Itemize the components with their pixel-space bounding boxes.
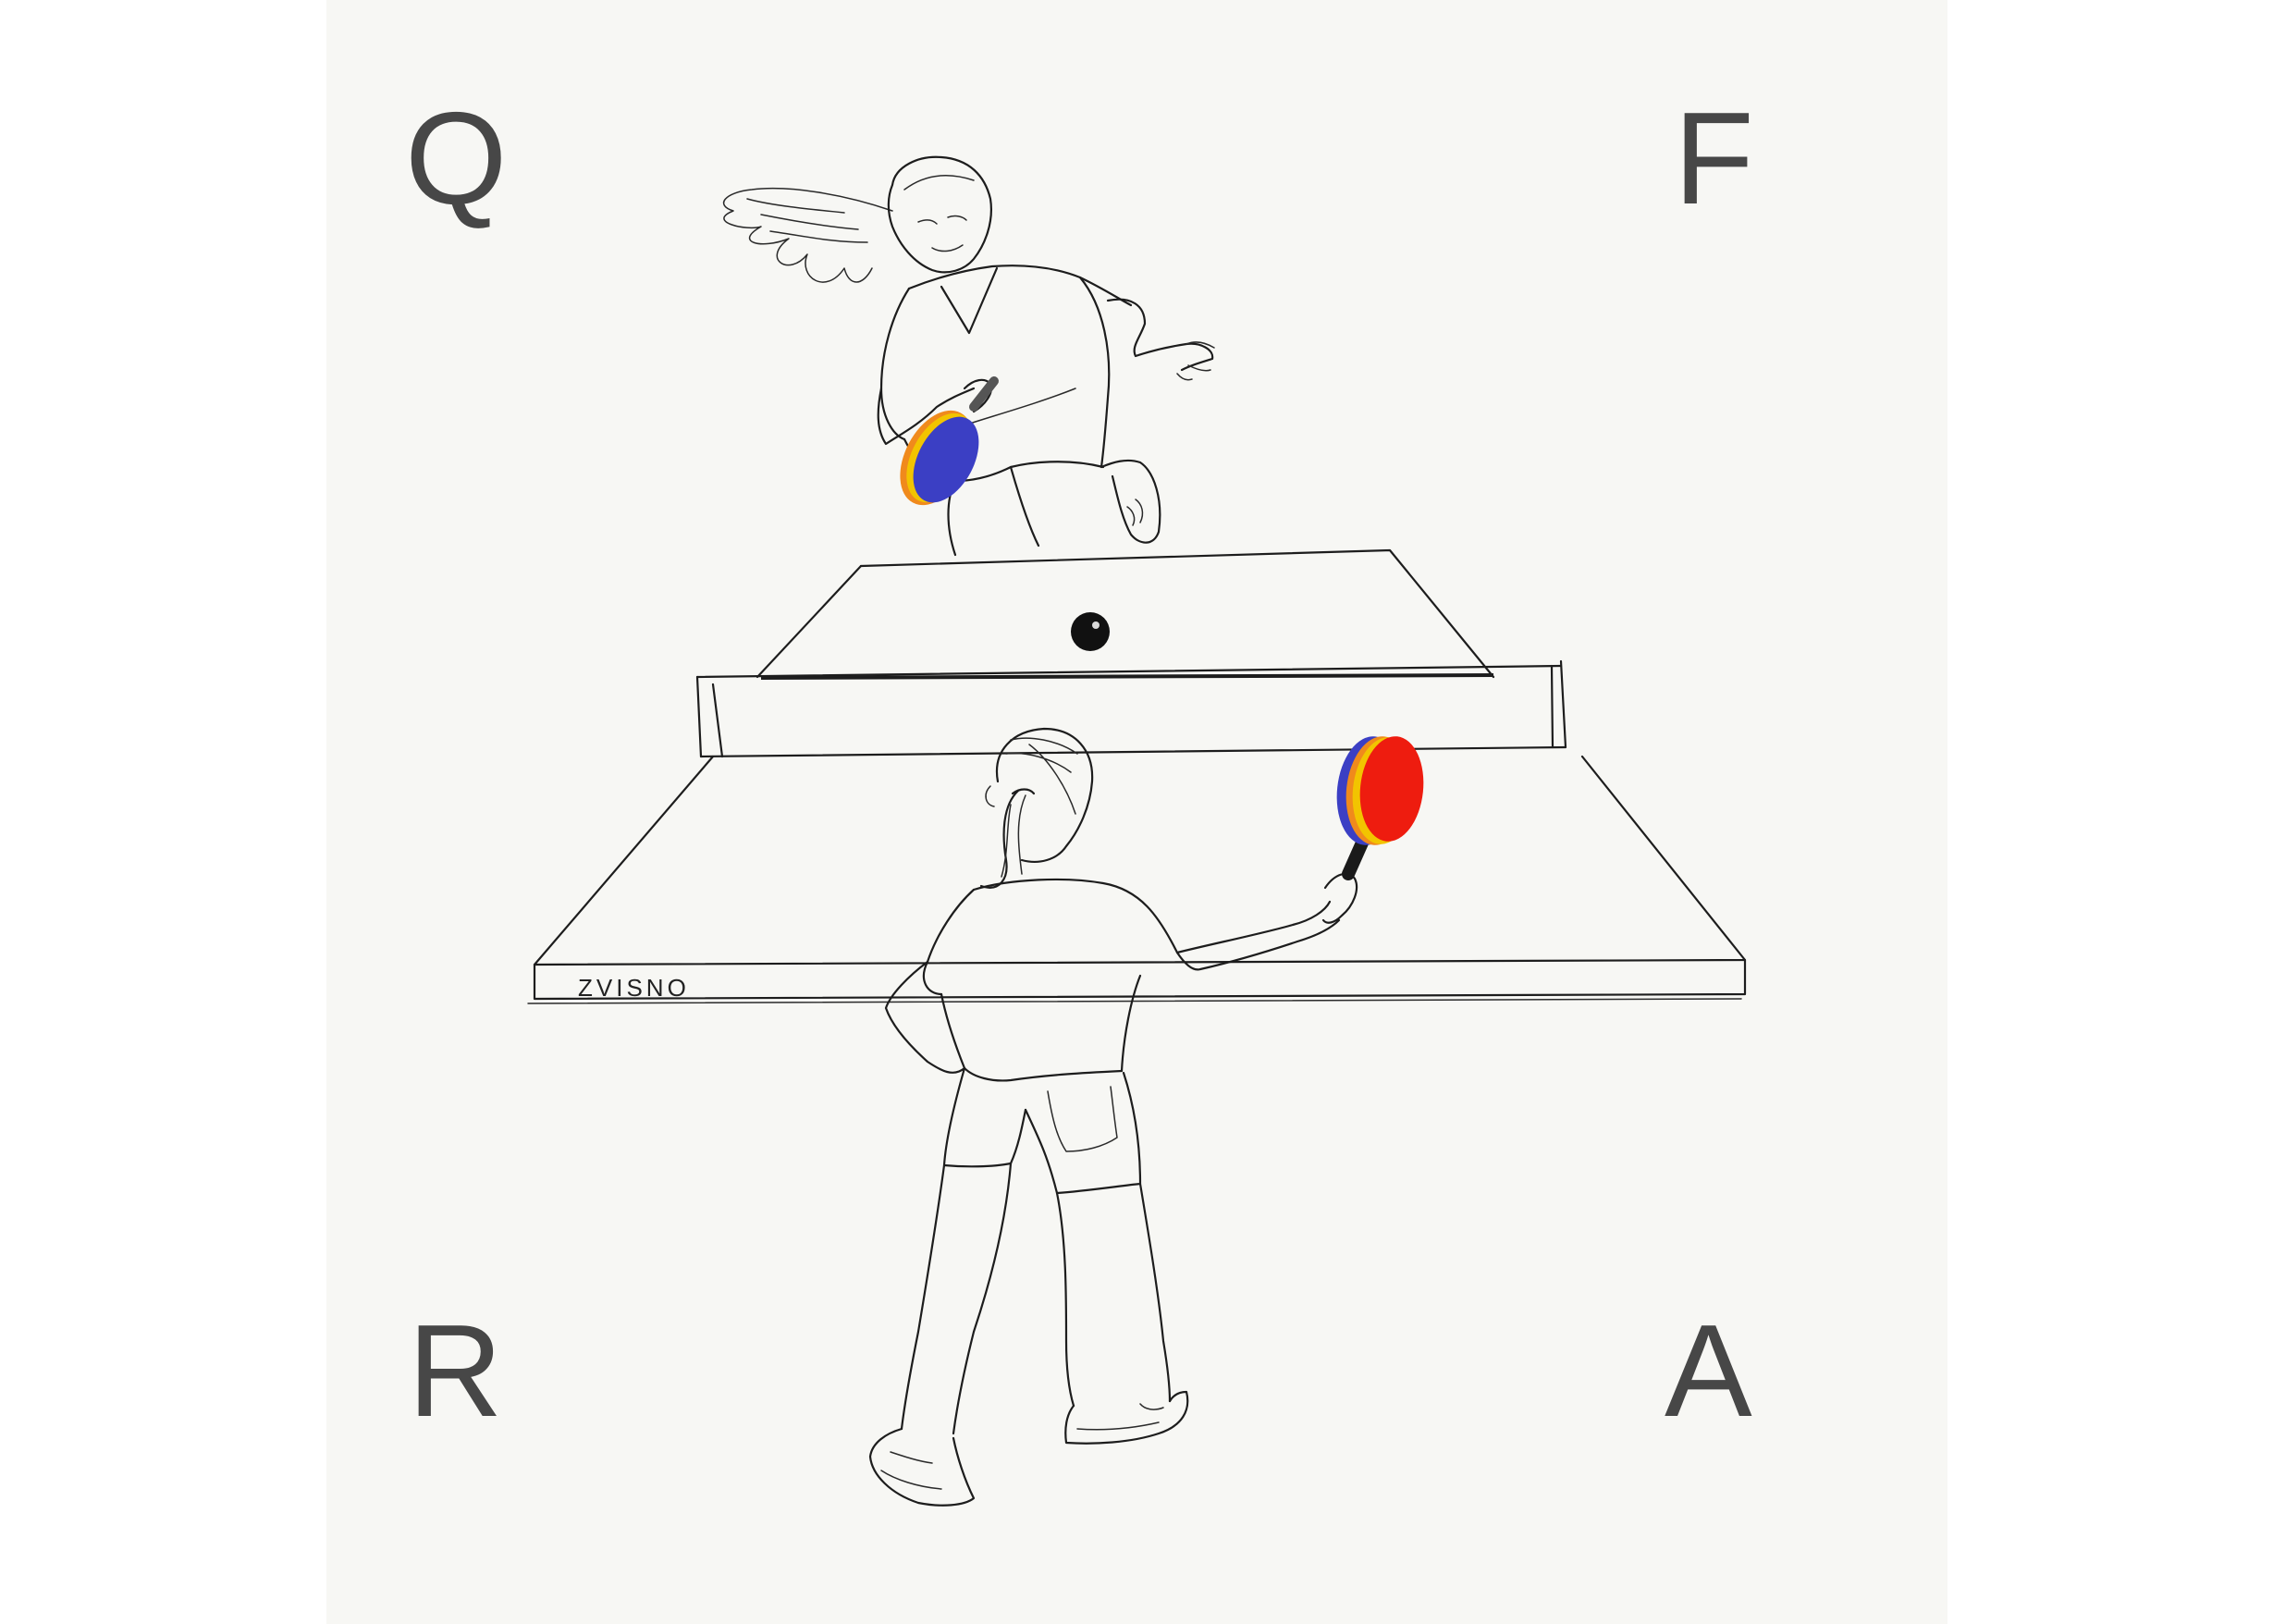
near-player-right-arm-top bbox=[1175, 900, 1332, 954]
far-player-hair-strands bbox=[746, 198, 868, 243]
far-player-collar bbox=[940, 266, 999, 335]
table-brand-label: ZVISNO bbox=[578, 974, 690, 1002]
near-player-shorts-right bbox=[1024, 1071, 1142, 1195]
ping-pong-table: ZVISNO bbox=[527, 548, 1747, 1004]
far-player-ponytail bbox=[722, 187, 893, 283]
far-player-torso-right bbox=[1078, 276, 1111, 469]
near-player-shirt-right-side bbox=[1120, 974, 1142, 1073]
far-player-torso-left bbox=[879, 287, 911, 441]
near-player-ponytail-strands bbox=[1001, 794, 1026, 878]
far-player-face bbox=[903, 175, 975, 252]
near-player-right-leg-inner bbox=[1055, 1191, 1075, 1408]
far-player-right-fingers bbox=[1176, 341, 1215, 381]
near-player-right-leg-outer bbox=[1138, 1182, 1172, 1403]
near-player-hair bbox=[1005, 737, 1078, 815]
far-player-left-arm bbox=[877, 387, 976, 446]
far-player-shoe-laces bbox=[1126, 498, 1144, 526]
near-player-left-shoe bbox=[868, 1427, 976, 1507]
far-player-head bbox=[887, 155, 992, 274]
table-near-half-front bbox=[533, 958, 1747, 1001]
near-player-left-leg-inner bbox=[952, 1162, 1013, 1435]
near-player-shirt-hem bbox=[940, 992, 1124, 1082]
table-far-half-left-edge bbox=[756, 564, 863, 679]
near-player-right-shoe bbox=[1064, 1390, 1189, 1445]
near-player-back-pocket bbox=[1047, 1086, 1118, 1152]
net-top bbox=[695, 664, 1563, 679]
net-left-post bbox=[695, 675, 724, 758]
near-player-left-shoe-details bbox=[880, 1451, 942, 1490]
near-player-hair-tie bbox=[1011, 788, 1036, 795]
near-player-ponytail bbox=[979, 789, 1020, 889]
near-player-right-hand bbox=[1321, 872, 1358, 924]
near-player-right-shoe-details bbox=[1076, 1403, 1164, 1431]
near-player-left-sleeve bbox=[922, 888, 976, 996]
far-player-shoulders bbox=[907, 265, 1133, 307]
near-paddle bbox=[1336, 736, 1424, 880]
net-tape bbox=[760, 673, 1494, 680]
corner-letter-bottom-left: R bbox=[408, 1298, 503, 1445]
near-player-shorts-left bbox=[942, 1066, 1027, 1168]
far-player-right-arm bbox=[1106, 298, 1214, 372]
table-shadow-line bbox=[527, 998, 1742, 1004]
near-player bbox=[868, 727, 1424, 1507]
near-player-ear bbox=[985, 785, 995, 807]
far-player-shoe bbox=[1100, 459, 1161, 544]
far-paddle bbox=[900, 376, 999, 506]
ping-pong-illustration: ZVISNO bbox=[527, 155, 1747, 1507]
near-player-left-leg-outer bbox=[900, 1163, 946, 1431]
corner-letter-top-left: Q bbox=[405, 85, 508, 232]
near-player-left-arm bbox=[884, 960, 966, 1074]
near-player-right-arm-bottom bbox=[1198, 918, 1341, 971]
far-player bbox=[722, 155, 1215, 557]
net-right-post bbox=[1550, 659, 1567, 749]
corner-letter-bottom-right: A bbox=[1665, 1298, 1752, 1445]
illustration-canvas: ZVISNO bbox=[326, 0, 1947, 1624]
ball bbox=[1071, 612, 1110, 651]
near-player-head bbox=[995, 727, 1094, 863]
corner-letter-top-right: F bbox=[1674, 85, 1754, 232]
table-far-half-top bbox=[859, 548, 1495, 679]
net-bottom bbox=[699, 745, 1567, 758]
near-player-shoulders bbox=[972, 878, 1202, 971]
table-near-half-top bbox=[533, 755, 1747, 966]
